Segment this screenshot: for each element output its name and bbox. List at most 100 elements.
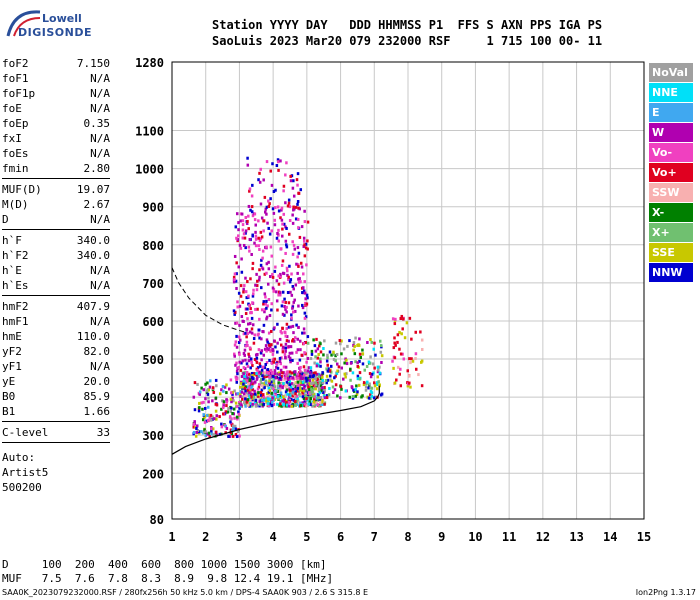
echo-point xyxy=(235,392,238,396)
echo-point xyxy=(234,321,237,325)
echo-point xyxy=(282,365,286,369)
echo-point xyxy=(320,389,323,393)
echo-point xyxy=(304,297,307,301)
echo-point xyxy=(399,367,402,371)
echo-point xyxy=(260,216,264,220)
echo-point xyxy=(299,381,303,385)
echo-point xyxy=(340,387,343,391)
echo-point xyxy=(239,338,242,342)
echo-point xyxy=(259,230,263,234)
echo-point xyxy=(225,400,228,404)
echo-point xyxy=(243,387,247,391)
echo-point xyxy=(289,345,293,349)
echo-point xyxy=(308,381,311,385)
echo-point xyxy=(241,228,245,232)
echo-point xyxy=(290,376,293,380)
param-value: 2.67 xyxy=(83,198,111,211)
param-value: 20.0 xyxy=(83,375,111,388)
echo-point xyxy=(323,339,326,343)
echo-point xyxy=(241,395,245,399)
echo-point xyxy=(297,251,301,255)
echo-point xyxy=(309,371,312,375)
echo-point xyxy=(410,357,413,361)
echo-point xyxy=(290,404,294,408)
echo-point xyxy=(232,426,235,430)
echo-point xyxy=(271,347,274,351)
echo-point xyxy=(305,293,309,297)
echo-point xyxy=(369,355,372,359)
echo-point xyxy=(372,347,376,351)
echo-point xyxy=(283,384,287,388)
echo-point xyxy=(278,293,282,297)
echo-point xyxy=(273,326,276,330)
echo-point xyxy=(344,375,347,379)
echo-point xyxy=(244,290,248,294)
echo-point xyxy=(235,236,238,240)
echo-point xyxy=(353,352,357,356)
echo-point xyxy=(299,374,303,378)
echo-point xyxy=(270,302,273,306)
echo-point xyxy=(244,358,247,362)
echo-point xyxy=(303,243,306,247)
echo-point xyxy=(201,418,205,422)
echo-point xyxy=(332,352,335,356)
echo-point xyxy=(258,180,262,184)
echo-point xyxy=(295,399,299,403)
echo-point xyxy=(269,329,273,333)
echo-point xyxy=(263,386,266,390)
echo-point xyxy=(277,282,281,286)
echo-point xyxy=(272,357,275,361)
logo-line1: Lowell xyxy=(42,12,82,25)
echo-point xyxy=(270,400,274,404)
echo-point xyxy=(275,299,279,303)
echo-point xyxy=(242,287,245,291)
echo-point xyxy=(198,392,202,396)
echo-point xyxy=(352,348,355,352)
echo-point xyxy=(281,350,285,354)
echo-point xyxy=(317,385,320,389)
echo-point xyxy=(262,229,265,233)
y-tick-label: 200 xyxy=(142,467,164,481)
echo-point xyxy=(233,389,236,393)
echo-point xyxy=(251,301,254,305)
echo-point xyxy=(230,400,233,404)
echo-point xyxy=(296,348,300,352)
echo-point xyxy=(297,383,300,387)
echo-point xyxy=(262,395,266,399)
echo-point xyxy=(280,374,283,378)
echo-point xyxy=(310,352,314,356)
param-value: N/A xyxy=(90,72,110,85)
echo-point xyxy=(370,340,373,344)
echo-point xyxy=(408,381,411,385)
echo-point xyxy=(399,352,403,356)
echo-point xyxy=(352,388,355,392)
echo-point xyxy=(289,397,293,401)
header-row-2: SaoLuis 2023 Mar20 079 232000 RSF 1 715 … xyxy=(212,34,603,48)
echo-point xyxy=(267,386,271,390)
echo-point xyxy=(278,359,282,363)
echo-point xyxy=(306,373,310,377)
echo-point xyxy=(281,234,284,238)
x-tick-label: 5 xyxy=(303,530,310,544)
echo-point xyxy=(329,370,333,374)
echo-point xyxy=(376,365,380,369)
echo-point xyxy=(239,394,242,398)
echo-point xyxy=(232,407,236,411)
echo-point xyxy=(287,278,290,282)
echo-point xyxy=(306,341,310,345)
echo-point xyxy=(325,374,329,378)
echo-point xyxy=(248,249,251,253)
echo-point xyxy=(245,296,248,300)
param-name: B1 xyxy=(2,405,16,418)
param-name: foEs xyxy=(2,147,29,160)
echo-point xyxy=(234,310,237,314)
echo-point xyxy=(309,384,312,388)
echo-point xyxy=(339,396,342,400)
echo-point xyxy=(305,397,308,401)
echo-point xyxy=(244,344,248,348)
echo-point xyxy=(299,376,303,380)
echo-point xyxy=(317,375,321,379)
echo-point xyxy=(261,374,264,378)
echo-point xyxy=(212,417,216,421)
echo-point xyxy=(256,307,259,311)
